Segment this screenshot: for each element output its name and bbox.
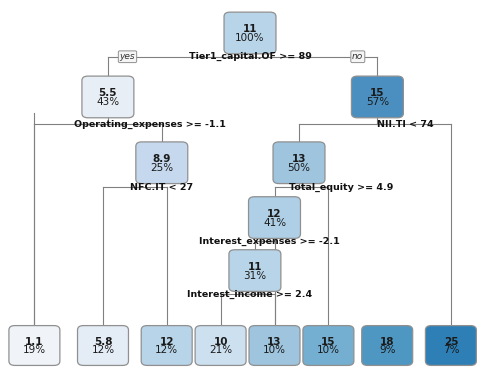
- FancyBboxPatch shape: [426, 326, 476, 366]
- Text: 13: 13: [267, 337, 282, 347]
- FancyBboxPatch shape: [82, 76, 134, 118]
- Text: 18: 18: [380, 337, 394, 347]
- Text: 12%: 12%: [92, 345, 114, 355]
- Text: 57%: 57%: [366, 97, 389, 107]
- FancyBboxPatch shape: [141, 326, 192, 366]
- Text: 1.1: 1.1: [25, 337, 44, 347]
- Text: 8.9: 8.9: [152, 154, 171, 164]
- Text: Operating_expenses >= -1.1: Operating_expenses >= -1.1: [74, 120, 226, 129]
- Text: 10%: 10%: [263, 345, 286, 355]
- Text: 7%: 7%: [442, 345, 459, 355]
- Text: 31%: 31%: [244, 271, 266, 281]
- Text: 5.5: 5.5: [98, 88, 117, 98]
- Text: 100%: 100%: [236, 33, 265, 43]
- Text: 10%: 10%: [317, 345, 340, 355]
- Text: NFC.IT < 27: NFC.IT < 27: [130, 183, 194, 192]
- Text: 50%: 50%: [288, 163, 310, 173]
- FancyBboxPatch shape: [273, 142, 325, 184]
- Text: NII.TI < 74: NII.TI < 74: [378, 120, 434, 129]
- FancyBboxPatch shape: [229, 250, 281, 291]
- Text: 12: 12: [267, 209, 282, 219]
- FancyBboxPatch shape: [303, 326, 354, 366]
- FancyBboxPatch shape: [78, 326, 128, 366]
- Text: 15: 15: [321, 337, 336, 347]
- Text: 19%: 19%: [23, 345, 46, 355]
- FancyBboxPatch shape: [249, 326, 300, 366]
- FancyBboxPatch shape: [224, 12, 276, 54]
- Text: 11: 11: [243, 24, 257, 34]
- Text: 10: 10: [214, 337, 228, 347]
- Text: 15: 15: [370, 88, 384, 98]
- FancyBboxPatch shape: [136, 142, 188, 184]
- Text: 9%: 9%: [379, 345, 396, 355]
- Text: 5.8: 5.8: [94, 337, 112, 347]
- Text: 41%: 41%: [263, 218, 286, 228]
- FancyBboxPatch shape: [195, 326, 246, 366]
- Text: Interest_income >= 2.4: Interest_income >= 2.4: [188, 290, 312, 299]
- FancyBboxPatch shape: [352, 76, 404, 118]
- Text: no: no: [352, 52, 364, 61]
- Text: Tier1_capital.OF >= 89: Tier1_capital.OF >= 89: [188, 52, 312, 61]
- Text: 13: 13: [292, 154, 306, 164]
- Text: Interest_expenses >= -2.1: Interest_expenses >= -2.1: [199, 237, 340, 246]
- Text: 25%: 25%: [150, 163, 174, 173]
- Text: 21%: 21%: [209, 345, 232, 355]
- Text: 11: 11: [248, 261, 262, 272]
- FancyBboxPatch shape: [248, 197, 300, 238]
- Text: yes: yes: [120, 52, 136, 61]
- Text: 43%: 43%: [96, 97, 120, 107]
- Text: 25: 25: [444, 337, 458, 347]
- FancyBboxPatch shape: [362, 326, 412, 366]
- Text: Total_equity >= 4.9: Total_equity >= 4.9: [289, 183, 394, 192]
- FancyBboxPatch shape: [9, 326, 60, 366]
- Text: 12: 12: [160, 337, 174, 347]
- Text: 12%: 12%: [155, 345, 178, 355]
